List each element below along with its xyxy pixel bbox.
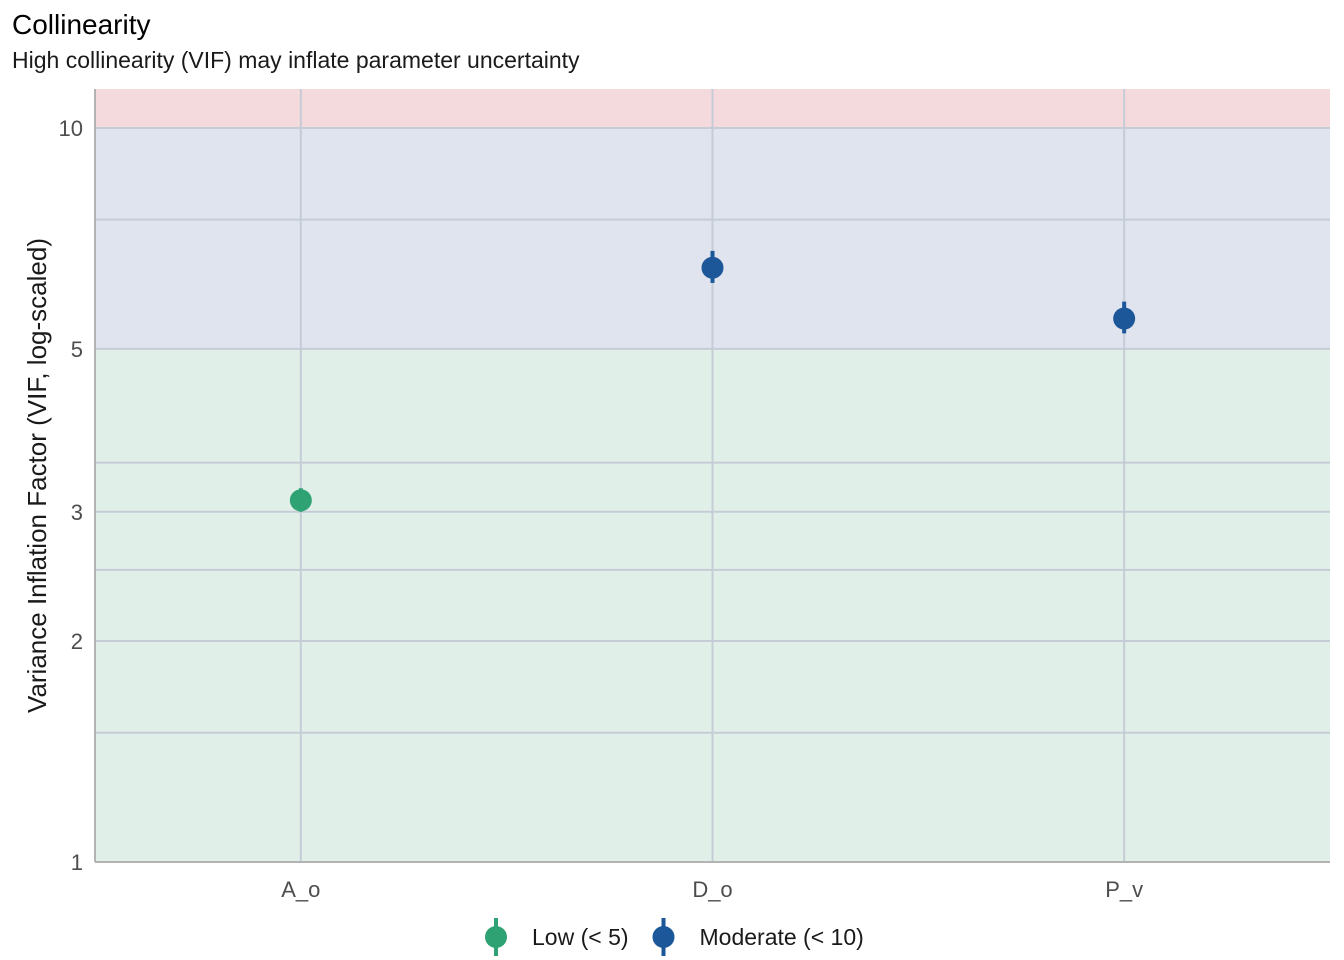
y-tick-label: 1: [71, 850, 83, 875]
chart-subtitle: High collinearity (VIF) may inflate para…: [12, 47, 580, 73]
y-tick-label: 2: [71, 629, 83, 654]
y-axis-label: Variance Inflation Factor (VIF, log-scal…: [22, 238, 52, 713]
y-tick-label: 10: [59, 116, 83, 141]
legend-key-dot: [652, 926, 675, 948]
legend-label: Moderate (< 10): [700, 924, 864, 950]
y-tick-label: 3: [71, 500, 83, 525]
point-A_o: [289, 489, 312, 512]
x-tick-label: P_v: [1105, 877, 1143, 902]
point-P_v: [1113, 307, 1136, 330]
y-tick-label: 5: [71, 337, 83, 362]
point-D_o: [701, 256, 724, 279]
x-tick-label: A_o: [281, 877, 320, 902]
x-tick-label: D_o: [692, 877, 732, 902]
legend-key-dot: [485, 926, 507, 948]
legend-label: Low (< 5): [532, 924, 629, 950]
chart-title: Collinearity: [12, 9, 151, 40]
